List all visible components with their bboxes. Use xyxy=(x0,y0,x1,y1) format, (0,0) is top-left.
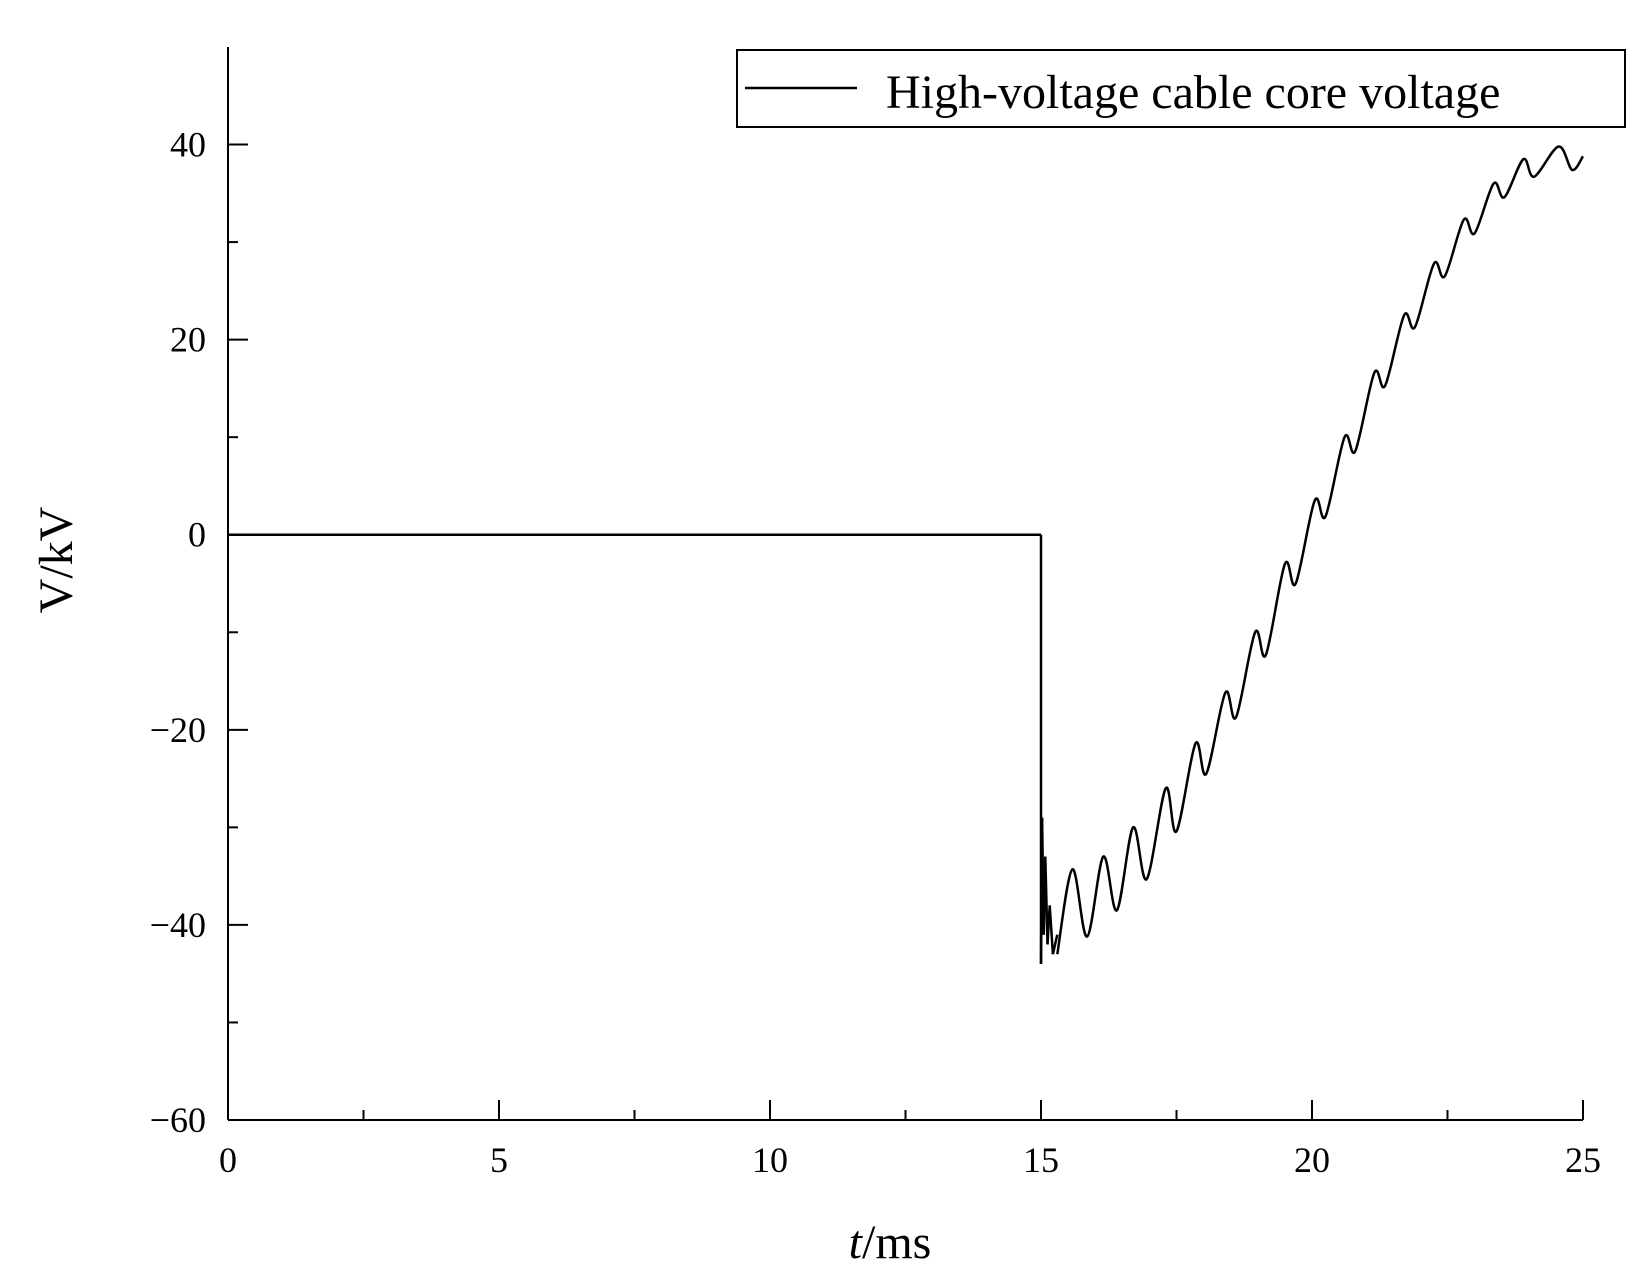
x-tick-label: 25 xyxy=(1565,1140,1601,1180)
x-tick-label: 5 xyxy=(490,1140,508,1180)
legend-label: High-voltage cable core voltage xyxy=(886,66,1500,119)
series-curve xyxy=(1056,145,1585,955)
y-tick-label: 40 xyxy=(170,125,206,165)
x-axis-label: t/ms xyxy=(849,1216,932,1269)
ticks: 0 5 10 15 20 25 −60 −40 −20 0 20 40 xyxy=(150,125,1601,1180)
x-tick-label: 20 xyxy=(1294,1140,1330,1180)
x-tick-label: 0 xyxy=(219,1140,237,1180)
y-tick-label: 20 xyxy=(170,320,206,360)
x-tick-label: 15 xyxy=(1023,1140,1059,1180)
series-segment xyxy=(1048,905,1055,955)
y-axis-label: V/kV xyxy=(30,506,83,613)
x-axis-label-unit: /ms xyxy=(862,1216,931,1269)
series-line xyxy=(228,145,1585,964)
legend: High-voltage cable core voltage xyxy=(736,49,1626,128)
series-group xyxy=(228,145,1585,964)
y-tick-label: −40 xyxy=(150,905,206,945)
x-axis-label-variable: t xyxy=(849,1216,864,1269)
series-segment xyxy=(1051,934,1059,955)
y-tick-label: −60 xyxy=(150,1100,206,1140)
y-tick-label: −20 xyxy=(150,710,206,750)
legend-box xyxy=(736,49,1626,128)
x-tick-label: 10 xyxy=(752,1140,788,1180)
y-tick-label: 0 xyxy=(188,515,206,555)
